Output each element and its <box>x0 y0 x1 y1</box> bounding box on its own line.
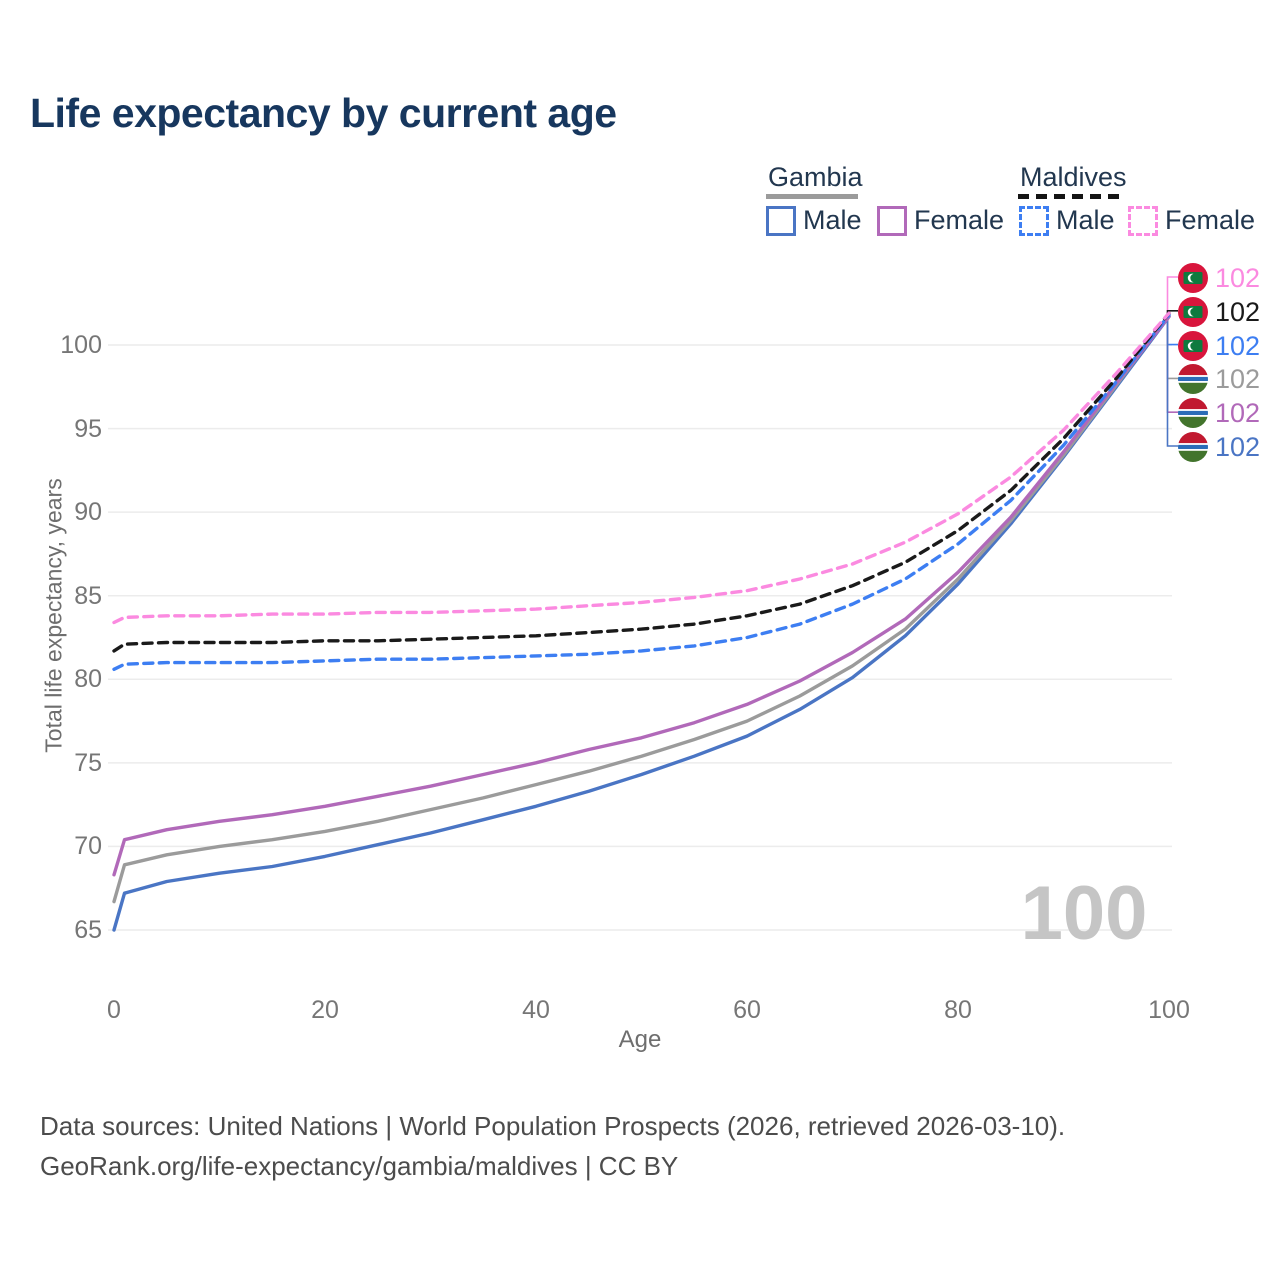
legend-swatch-gambia-female[interactable] <box>877 205 907 236</box>
y-tick-90: 90 <box>74 498 102 527</box>
leader-line-gambia-all <box>1166 314 1178 380</box>
leader-line-maldives-female <box>1166 276 1178 315</box>
series-line-gambia-all[interactable] <box>112 313 1171 904</box>
x-tick-60: 60 <box>733 996 761 1024</box>
maldives-flag-icon <box>1178 330 1208 361</box>
y-tick-70: 70 <box>74 832 102 861</box>
legend-group-gambia-label[interactable]: Gambia <box>768 162 863 192</box>
y-tick-85: 85 <box>74 581 102 610</box>
legend-swatch-gambia-male[interactable] <box>766 205 796 236</box>
footer-line-1: Data sources: United Nations | World Pop… <box>40 1111 1066 1141</box>
x-tick-0: 0 <box>107 996 121 1024</box>
maldives-flag-icon <box>1178 296 1208 327</box>
leader-line-gambia-male <box>1166 315 1178 447</box>
end-label-row-gambia-male[interactable]: 102 <box>1178 431 1260 463</box>
series-line-gambia-female[interactable] <box>112 314 1171 877</box>
legend-item-maldives-male[interactable]: Male <box>1019 205 1115 236</box>
y-tick-100: 100 <box>60 331 102 359</box>
legend-gambia-line-sample <box>766 194 858 199</box>
gambia-flag-icon <box>1178 398 1208 429</box>
series-line-maldives-male[interactable] <box>112 313 1171 671</box>
end-label-value: 102 <box>1215 432 1261 462</box>
legend-maldives-line-sample <box>1018 194 1126 199</box>
end-label-value: 102 <box>1215 364 1261 395</box>
end-label-row-maldives-all[interactable]: 102 <box>1178 296 1260 328</box>
y-tick-80: 80 <box>74 665 102 694</box>
y-tick-75: 75 <box>74 748 102 777</box>
end-label-row-maldives-male[interactable]: 102 <box>1178 330 1260 362</box>
legend-label: Female <box>1165 205 1256 235</box>
x-tick-100: 100 <box>1148 996 1190 1024</box>
footer-line-2: GeoRank.org/life-expectancy/gambia/maldi… <box>40 1151 679 1181</box>
hover-age-watermark: 100 <box>1020 871 1148 956</box>
legend-swatch-maldives-female[interactable] <box>1128 205 1158 236</box>
end-label-row-gambia-female[interactable]: 102 <box>1178 397 1260 429</box>
x-tick-40: 40 <box>522 996 550 1024</box>
end-label-value: 102 <box>1215 398 1261 429</box>
leader-line-maldives-male <box>1166 314 1178 346</box>
gambia-flag-icon <box>1178 364 1208 395</box>
gambia-flag-icon <box>1178 432 1208 462</box>
legend-item-gambia-female[interactable]: Female <box>877 205 1004 236</box>
legend-label: Male <box>803 205 862 235</box>
leader-line-gambia-female <box>1166 315 1178 413</box>
end-label-value: 102 <box>1215 330 1261 361</box>
legend-label: Male <box>1056 205 1115 235</box>
x-tick-20: 20 <box>311 996 339 1024</box>
y-tick-95: 95 <box>74 414 102 443</box>
legend-group-maldives-label[interactable]: Maldives <box>1020 162 1127 192</box>
series-line-gambia-male[interactable] <box>112 314 1171 932</box>
y-axis-title: Total life expectancy, years <box>40 478 67 753</box>
series-line-maldives-all[interactable] <box>112 311 1171 653</box>
x-axis-title: Age <box>618 1026 662 1053</box>
end-label-row-maldives-female[interactable]: 102 <box>1178 262 1260 294</box>
series-line-maldives-female[interactable] <box>112 311 1171 625</box>
legend-item-maldives-female[interactable]: Female <box>1128 205 1255 236</box>
legend-swatch-maldives-male[interactable] <box>1019 205 1049 236</box>
legend-item-gambia-male[interactable]: Male <box>766 205 862 236</box>
end-label-value: 102 <box>1215 296 1261 327</box>
x-tick-80: 80 <box>944 996 972 1024</box>
legend-label: Female <box>914 205 1005 235</box>
end-label-value: 102 <box>1215 263 1261 293</box>
data-source-note: Data sources: United Nations | World Pop… <box>40 1106 1065 1186</box>
page-title: Life expectancy by current age <box>30 90 617 136</box>
y-tick-65: 65 <box>74 915 102 944</box>
end-label-row-gambia-all[interactable]: 102 <box>1178 363 1260 395</box>
maldives-flag-icon <box>1178 263 1208 293</box>
